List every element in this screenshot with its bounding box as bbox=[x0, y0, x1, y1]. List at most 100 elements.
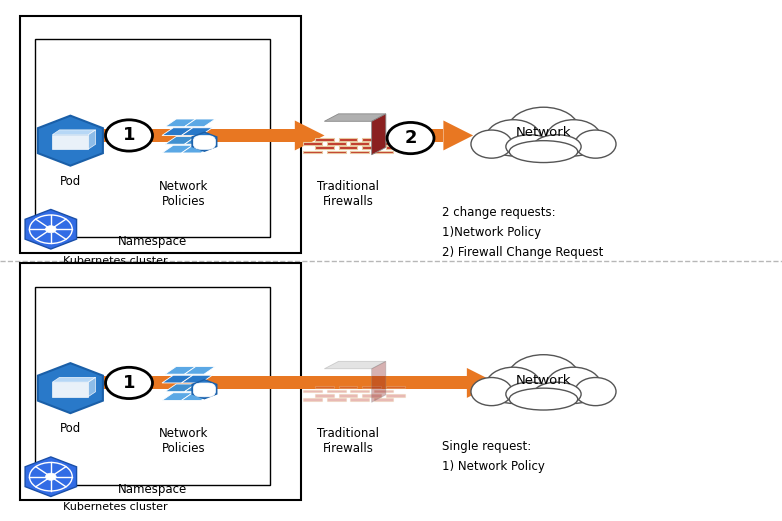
Polygon shape bbox=[52, 130, 95, 134]
Polygon shape bbox=[165, 384, 196, 392]
Polygon shape bbox=[38, 363, 103, 413]
FancyBboxPatch shape bbox=[339, 138, 357, 141]
Text: Network: Network bbox=[516, 127, 571, 139]
FancyBboxPatch shape bbox=[386, 146, 405, 149]
Text: Namespace: Namespace bbox=[118, 235, 187, 249]
FancyBboxPatch shape bbox=[374, 390, 393, 392]
Circle shape bbox=[45, 226, 56, 233]
Polygon shape bbox=[295, 120, 325, 151]
FancyBboxPatch shape bbox=[386, 138, 405, 141]
Polygon shape bbox=[181, 393, 212, 401]
Text: Single request:
1) Network Policy: Single request: 1) Network Policy bbox=[442, 440, 545, 473]
FancyBboxPatch shape bbox=[303, 398, 322, 401]
FancyBboxPatch shape bbox=[315, 394, 334, 396]
Polygon shape bbox=[52, 377, 95, 382]
Ellipse shape bbox=[508, 355, 579, 400]
Polygon shape bbox=[162, 128, 193, 135]
Text: Pod: Pod bbox=[59, 175, 81, 188]
FancyBboxPatch shape bbox=[362, 394, 381, 396]
FancyBboxPatch shape bbox=[374, 142, 393, 145]
Ellipse shape bbox=[546, 120, 601, 156]
FancyBboxPatch shape bbox=[315, 138, 334, 141]
Text: Kubernetes cluster: Kubernetes cluster bbox=[63, 502, 167, 512]
FancyBboxPatch shape bbox=[350, 398, 369, 401]
Text: 1: 1 bbox=[123, 127, 135, 144]
Polygon shape bbox=[185, 119, 215, 127]
Ellipse shape bbox=[471, 130, 512, 158]
FancyBboxPatch shape bbox=[193, 383, 215, 397]
Polygon shape bbox=[165, 366, 196, 374]
FancyBboxPatch shape bbox=[362, 138, 381, 141]
Text: Network
Policies: Network Policies bbox=[159, 427, 209, 455]
Ellipse shape bbox=[509, 388, 578, 410]
Polygon shape bbox=[165, 137, 196, 144]
Circle shape bbox=[45, 473, 56, 480]
Ellipse shape bbox=[575, 378, 616, 406]
FancyBboxPatch shape bbox=[327, 151, 346, 153]
FancyBboxPatch shape bbox=[327, 142, 346, 145]
Polygon shape bbox=[325, 362, 386, 369]
Polygon shape bbox=[467, 368, 497, 398]
Ellipse shape bbox=[546, 367, 601, 403]
Polygon shape bbox=[52, 134, 88, 149]
FancyBboxPatch shape bbox=[350, 151, 369, 153]
Text: Network: Network bbox=[516, 374, 571, 387]
Polygon shape bbox=[181, 375, 212, 383]
FancyBboxPatch shape bbox=[327, 398, 346, 401]
Polygon shape bbox=[38, 116, 103, 166]
Ellipse shape bbox=[509, 141, 578, 163]
Polygon shape bbox=[88, 377, 95, 396]
Circle shape bbox=[387, 122, 434, 154]
Ellipse shape bbox=[533, 382, 581, 406]
FancyBboxPatch shape bbox=[94, 129, 295, 142]
Ellipse shape bbox=[471, 378, 512, 406]
FancyBboxPatch shape bbox=[339, 146, 357, 149]
FancyBboxPatch shape bbox=[303, 390, 322, 392]
FancyBboxPatch shape bbox=[430, 129, 443, 142]
FancyBboxPatch shape bbox=[350, 142, 369, 145]
FancyBboxPatch shape bbox=[193, 135, 215, 150]
FancyBboxPatch shape bbox=[303, 142, 322, 145]
FancyBboxPatch shape bbox=[386, 386, 405, 388]
Polygon shape bbox=[325, 114, 386, 121]
Ellipse shape bbox=[508, 107, 579, 152]
Polygon shape bbox=[185, 384, 215, 392]
FancyBboxPatch shape bbox=[303, 151, 322, 153]
Polygon shape bbox=[192, 132, 217, 151]
Ellipse shape bbox=[506, 382, 554, 406]
Polygon shape bbox=[165, 119, 196, 127]
Text: Traditional
Firewalls: Traditional Firewalls bbox=[317, 427, 379, 455]
Text: Namespace: Namespace bbox=[118, 483, 187, 496]
FancyBboxPatch shape bbox=[362, 386, 381, 388]
FancyBboxPatch shape bbox=[315, 146, 334, 149]
FancyBboxPatch shape bbox=[374, 151, 393, 153]
Polygon shape bbox=[162, 393, 193, 401]
FancyBboxPatch shape bbox=[374, 398, 393, 401]
Ellipse shape bbox=[506, 135, 554, 158]
Text: Kubernetes cluster: Kubernetes cluster bbox=[63, 256, 167, 266]
FancyBboxPatch shape bbox=[362, 146, 381, 149]
FancyBboxPatch shape bbox=[386, 394, 405, 396]
Text: 2 change requests:
1)Network Policy
2) Firewall Change Request: 2 change requests: 1)Network Policy 2) F… bbox=[442, 206, 603, 259]
Polygon shape bbox=[443, 120, 473, 151]
Circle shape bbox=[106, 367, 152, 399]
Polygon shape bbox=[162, 145, 193, 153]
Circle shape bbox=[106, 120, 152, 151]
Text: Pod: Pod bbox=[59, 422, 81, 435]
FancyBboxPatch shape bbox=[350, 390, 369, 392]
Ellipse shape bbox=[533, 135, 581, 158]
Polygon shape bbox=[88, 130, 95, 149]
Polygon shape bbox=[185, 366, 215, 374]
Polygon shape bbox=[181, 145, 212, 153]
Ellipse shape bbox=[486, 120, 541, 156]
Text: Network
Policies: Network Policies bbox=[159, 180, 209, 208]
Polygon shape bbox=[185, 137, 215, 144]
Polygon shape bbox=[25, 209, 77, 249]
Text: 2: 2 bbox=[404, 129, 417, 147]
FancyBboxPatch shape bbox=[327, 390, 346, 392]
Polygon shape bbox=[25, 457, 77, 497]
FancyBboxPatch shape bbox=[315, 386, 334, 388]
FancyBboxPatch shape bbox=[339, 394, 357, 396]
Text: 1: 1 bbox=[123, 374, 135, 392]
Polygon shape bbox=[192, 380, 217, 399]
